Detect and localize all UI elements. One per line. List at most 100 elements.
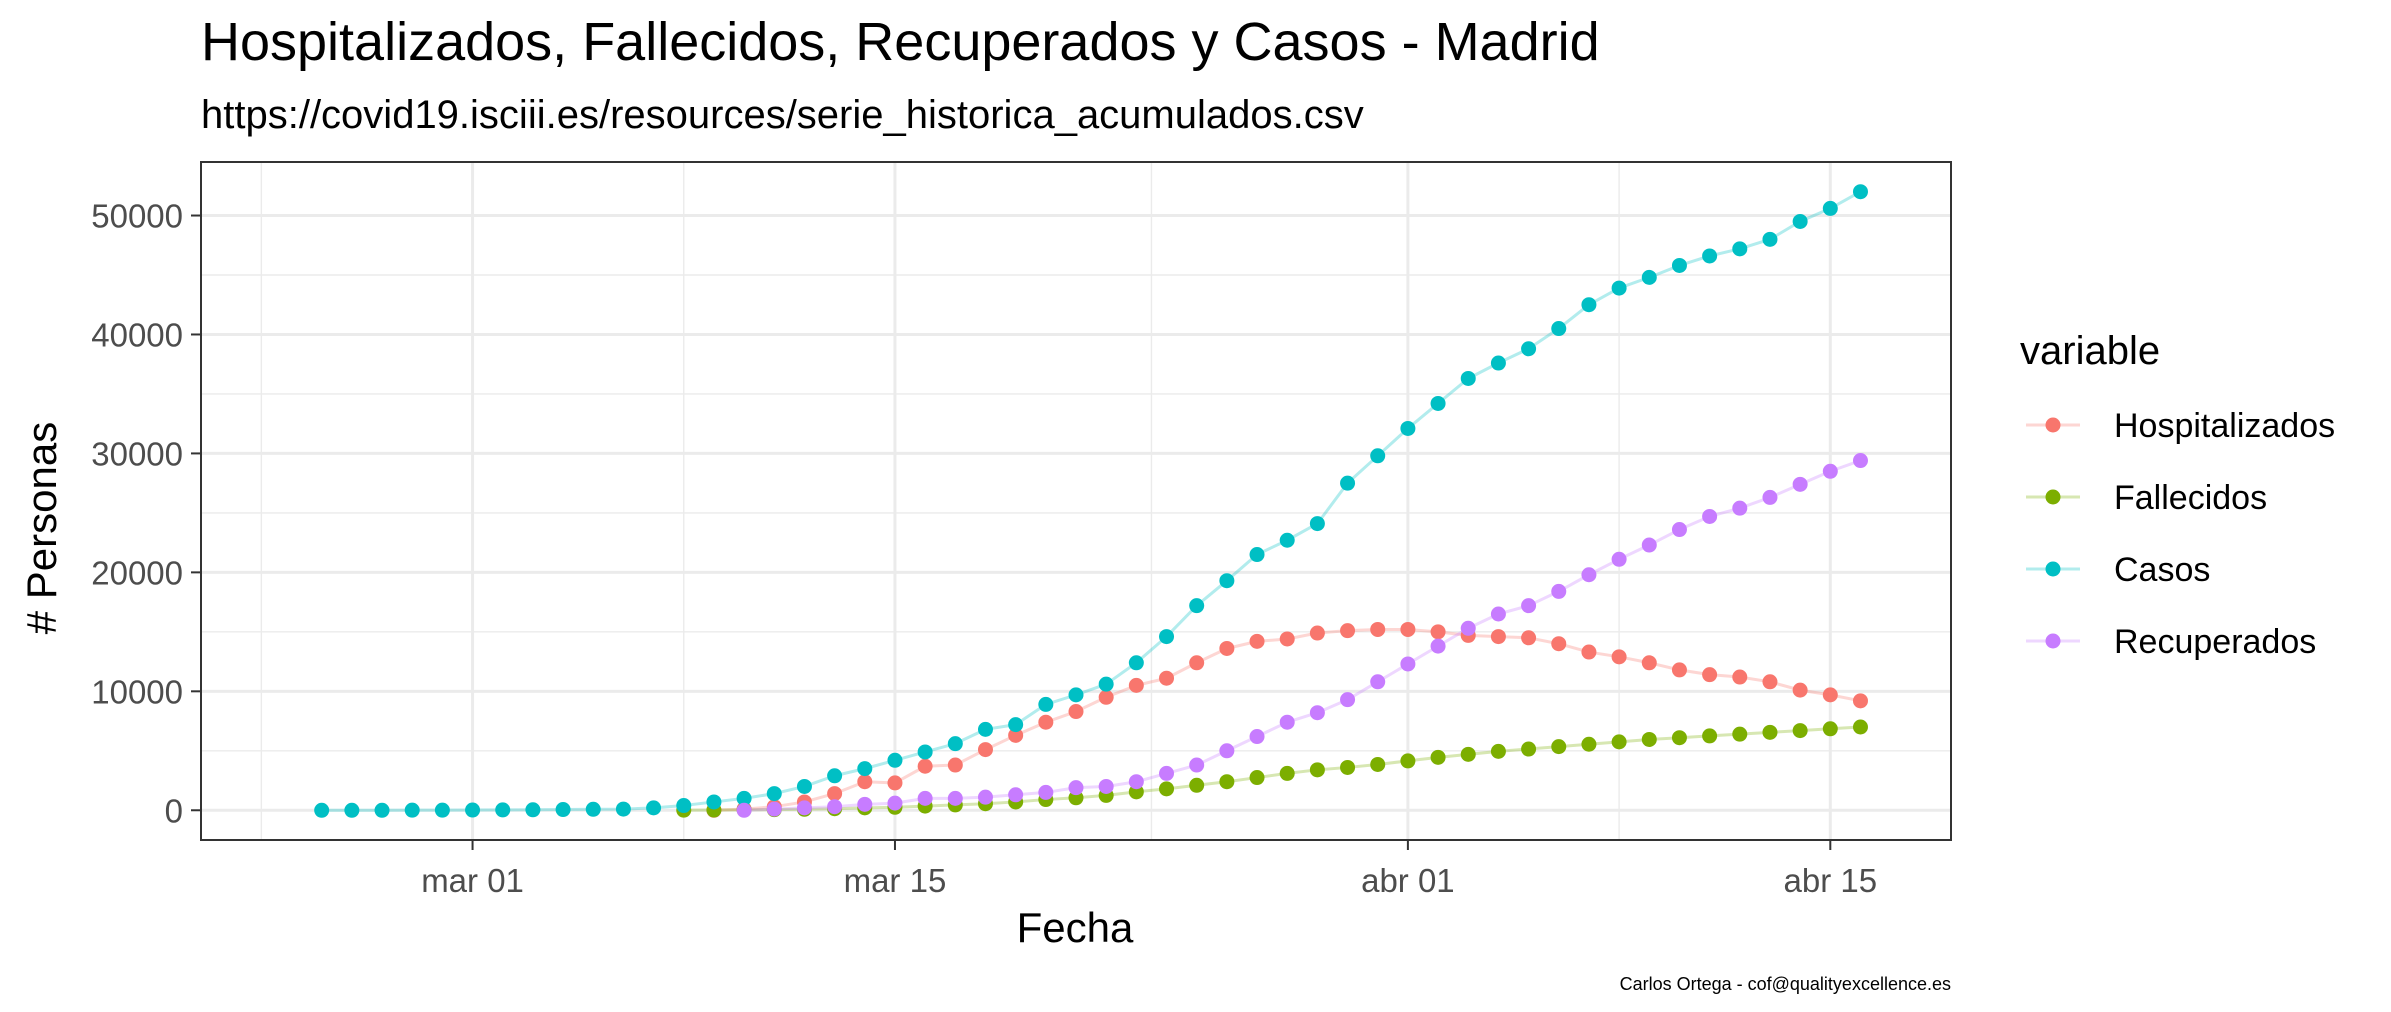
data-point-hospitalizados bbox=[1189, 655, 1205, 671]
data-point-hospitalizados bbox=[1098, 689, 1114, 705]
data-point-casos bbox=[1279, 532, 1295, 548]
data-point-fallecidos bbox=[1641, 731, 1657, 747]
data-point-fallecidos bbox=[1822, 721, 1838, 737]
data-point-fallecidos bbox=[1611, 734, 1627, 750]
y-tick-label: 0 bbox=[165, 792, 183, 829]
data-point-hospitalizados bbox=[1068, 704, 1084, 720]
data-point-recuperados bbox=[1219, 743, 1235, 759]
data-point-recuperados bbox=[1159, 765, 1175, 781]
x-tick-label: mar 01 bbox=[421, 862, 524, 899]
data-point-casos bbox=[1671, 257, 1687, 273]
data-point-recuperados bbox=[1792, 476, 1808, 492]
plot-area: 0 10000 20000 30000 40000 50000 mar 01 mar 15 ab… bbox=[91, 161, 1952, 899]
data-point-recuperados bbox=[1852, 453, 1868, 469]
data-point-casos bbox=[947, 736, 963, 752]
data-point-casos bbox=[676, 798, 692, 814]
data-point-fallecidos bbox=[1762, 724, 1778, 740]
data-point-hospitalizados bbox=[1340, 623, 1356, 639]
data-point-hospitalizados bbox=[1370, 621, 1386, 637]
data-point-casos bbox=[1219, 573, 1235, 589]
data-point-recuperados bbox=[1128, 774, 1144, 790]
y-tick-label: 10000 bbox=[91, 673, 183, 710]
data-point-casos bbox=[796, 778, 812, 794]
data-point-casos bbox=[1490, 355, 1506, 371]
data-point-recuperados bbox=[1279, 714, 1295, 730]
data-point-recuperados bbox=[1038, 784, 1054, 800]
data-point-casos bbox=[977, 721, 993, 737]
data-point-recuperados bbox=[947, 790, 963, 806]
data-point-casos bbox=[1852, 184, 1868, 200]
data-point-recuperados bbox=[1370, 674, 1386, 690]
x-tick-label: mar 15 bbox=[844, 862, 947, 899]
y-tick-label: 50000 bbox=[91, 198, 183, 235]
data-point-recuperados bbox=[766, 801, 782, 817]
data-point-recuperados bbox=[1732, 500, 1748, 516]
data-point-casos bbox=[1400, 420, 1416, 436]
x-tick-label: abr 01 bbox=[1361, 862, 1455, 899]
legend-title: variable bbox=[2020, 329, 2160, 373]
data-point-casos bbox=[827, 768, 843, 784]
data-point-casos bbox=[1189, 598, 1205, 614]
legend-label-fallecidos: Fallecidos bbox=[2114, 479, 2267, 517]
chart-subtitle: https://covid19.isciii.es/resources/seri… bbox=[201, 93, 1364, 137]
data-point-casos bbox=[1008, 717, 1024, 733]
data-point-casos bbox=[736, 790, 752, 806]
data-point-casos bbox=[1159, 629, 1175, 645]
data-point-casos bbox=[766, 786, 782, 802]
data-point-recuperados bbox=[1611, 551, 1627, 567]
data-point-recuperados bbox=[1430, 638, 1446, 654]
data-point-fallecidos bbox=[1702, 728, 1718, 744]
legend-key-point bbox=[2045, 489, 2061, 505]
data-point-hospitalizados bbox=[1521, 630, 1537, 646]
data-point-hospitalizados bbox=[1249, 633, 1265, 649]
data-point-casos bbox=[646, 800, 662, 816]
data-point-hospitalizados bbox=[1702, 667, 1718, 683]
data-point-fallecidos bbox=[1340, 759, 1356, 775]
data-point-casos bbox=[1068, 687, 1084, 703]
data-point-recuperados bbox=[1309, 705, 1325, 721]
data-point-hospitalizados bbox=[1762, 674, 1778, 690]
data-point-casos bbox=[314, 802, 330, 818]
legend-label-casos: Casos bbox=[2114, 551, 2210, 589]
data-point-casos bbox=[706, 794, 722, 810]
data-point-fallecidos bbox=[1732, 726, 1748, 742]
data-point-casos bbox=[917, 744, 933, 760]
y-tick-label: 20000 bbox=[91, 554, 183, 591]
legend-label-hospitalizados: Hospitalizados bbox=[2114, 407, 2335, 445]
data-point-fallecidos bbox=[1219, 774, 1235, 790]
data-point-hospitalizados bbox=[887, 775, 903, 791]
data-point-hospitalizados bbox=[1581, 644, 1597, 660]
data-point-casos bbox=[1309, 516, 1325, 532]
data-point-recuperados bbox=[887, 795, 903, 811]
data-point-fallecidos bbox=[1159, 781, 1175, 797]
data-point-hospitalizados bbox=[1611, 649, 1627, 665]
data-point-hospitalizados bbox=[1732, 669, 1748, 685]
y-axis-title: # Personas bbox=[18, 422, 65, 634]
data-point-fallecidos bbox=[1792, 723, 1808, 739]
x-axis-title: Fecha bbox=[1017, 904, 1134, 951]
data-point-casos bbox=[1038, 696, 1054, 712]
data-point-casos bbox=[1581, 297, 1597, 313]
data-point-fallecidos bbox=[1490, 743, 1506, 759]
data-point-hospitalizados bbox=[827, 786, 843, 802]
data-point-recuperados bbox=[1822, 463, 1838, 479]
data-point-recuperados bbox=[796, 800, 812, 816]
data-point-hospitalizados bbox=[1038, 714, 1054, 730]
y-tick-label: 30000 bbox=[91, 435, 183, 472]
data-point-casos bbox=[1249, 547, 1265, 563]
data-point-hospitalizados bbox=[1671, 662, 1687, 678]
data-point-recuperados bbox=[1098, 778, 1114, 794]
data-point-hospitalizados bbox=[1792, 682, 1808, 698]
chart-caption: Carlos Ortega - cof@qualityexcellence.es bbox=[1620, 974, 1951, 994]
data-point-recuperados bbox=[1490, 606, 1506, 622]
data-point-hospitalizados bbox=[1279, 631, 1295, 647]
data-point-hospitalizados bbox=[1309, 625, 1325, 641]
data-point-fallecidos bbox=[1430, 749, 1446, 765]
data-point-casos bbox=[344, 802, 360, 818]
data-point-casos bbox=[434, 802, 450, 818]
data-point-casos bbox=[585, 801, 601, 817]
data-point-recuperados bbox=[1249, 729, 1265, 745]
data-point-hospitalizados bbox=[1219, 640, 1235, 656]
data-point-hospitalizados bbox=[1430, 624, 1446, 640]
